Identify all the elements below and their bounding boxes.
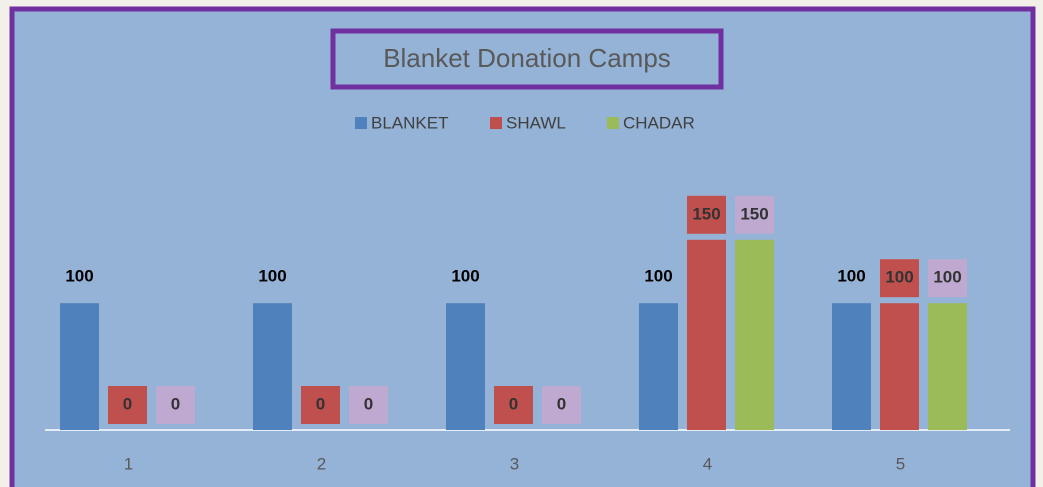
data-label-box [542, 386, 581, 424]
data-label: 100 [258, 267, 286, 286]
x-tick-label: 5 [896, 454, 905, 473]
data-label: 100 [451, 267, 479, 286]
data-label-box [349, 386, 388, 424]
data-label: 100 [933, 268, 961, 287]
bar [832, 303, 871, 430]
data-label: 100 [644, 267, 672, 286]
bar [880, 303, 919, 430]
bar [253, 303, 292, 430]
data-label-box [108, 386, 147, 424]
data-label: 0 [557, 394, 566, 413]
bar [639, 303, 678, 430]
data-label: 0 [171, 394, 180, 413]
data-label: 0 [316, 394, 325, 413]
x-tick-label: 3 [510, 454, 519, 473]
data-label: 0 [509, 394, 518, 413]
legend-swatch [490, 117, 502, 129]
data-label-box [301, 386, 340, 424]
data-label: 100 [837, 267, 865, 286]
x-tick-label: 2 [317, 454, 326, 473]
data-label: 0 [364, 394, 373, 413]
data-label: 150 [692, 204, 720, 223]
title-box [330, 28, 724, 90]
data-label-box [156, 386, 195, 424]
data-label-box [494, 386, 533, 424]
legend-label: CHADAR [623, 113, 695, 132]
data-label-box [687, 195, 726, 234]
data-label: 0 [123, 394, 132, 413]
bar [60, 303, 99, 430]
data-label-box [880, 259, 919, 298]
bar [446, 303, 485, 430]
data-label-box [735, 195, 774, 234]
legend-label: BLANKET [371, 113, 448, 132]
data-label: 150 [740, 204, 768, 223]
x-tick-label: 1 [124, 454, 133, 473]
bar [928, 303, 967, 430]
data-label: 100 [65, 267, 93, 286]
legend-swatch [355, 117, 367, 129]
data-label-box [928, 259, 967, 298]
bar [687, 239, 726, 430]
data-label: 100 [885, 268, 913, 287]
legend-swatch [607, 117, 619, 129]
bar [735, 239, 774, 430]
legend-label: SHAWL [506, 113, 566, 132]
x-tick-label: 4 [703, 454, 712, 473]
chart-title: Blanket Donation Camps [383, 43, 671, 73]
